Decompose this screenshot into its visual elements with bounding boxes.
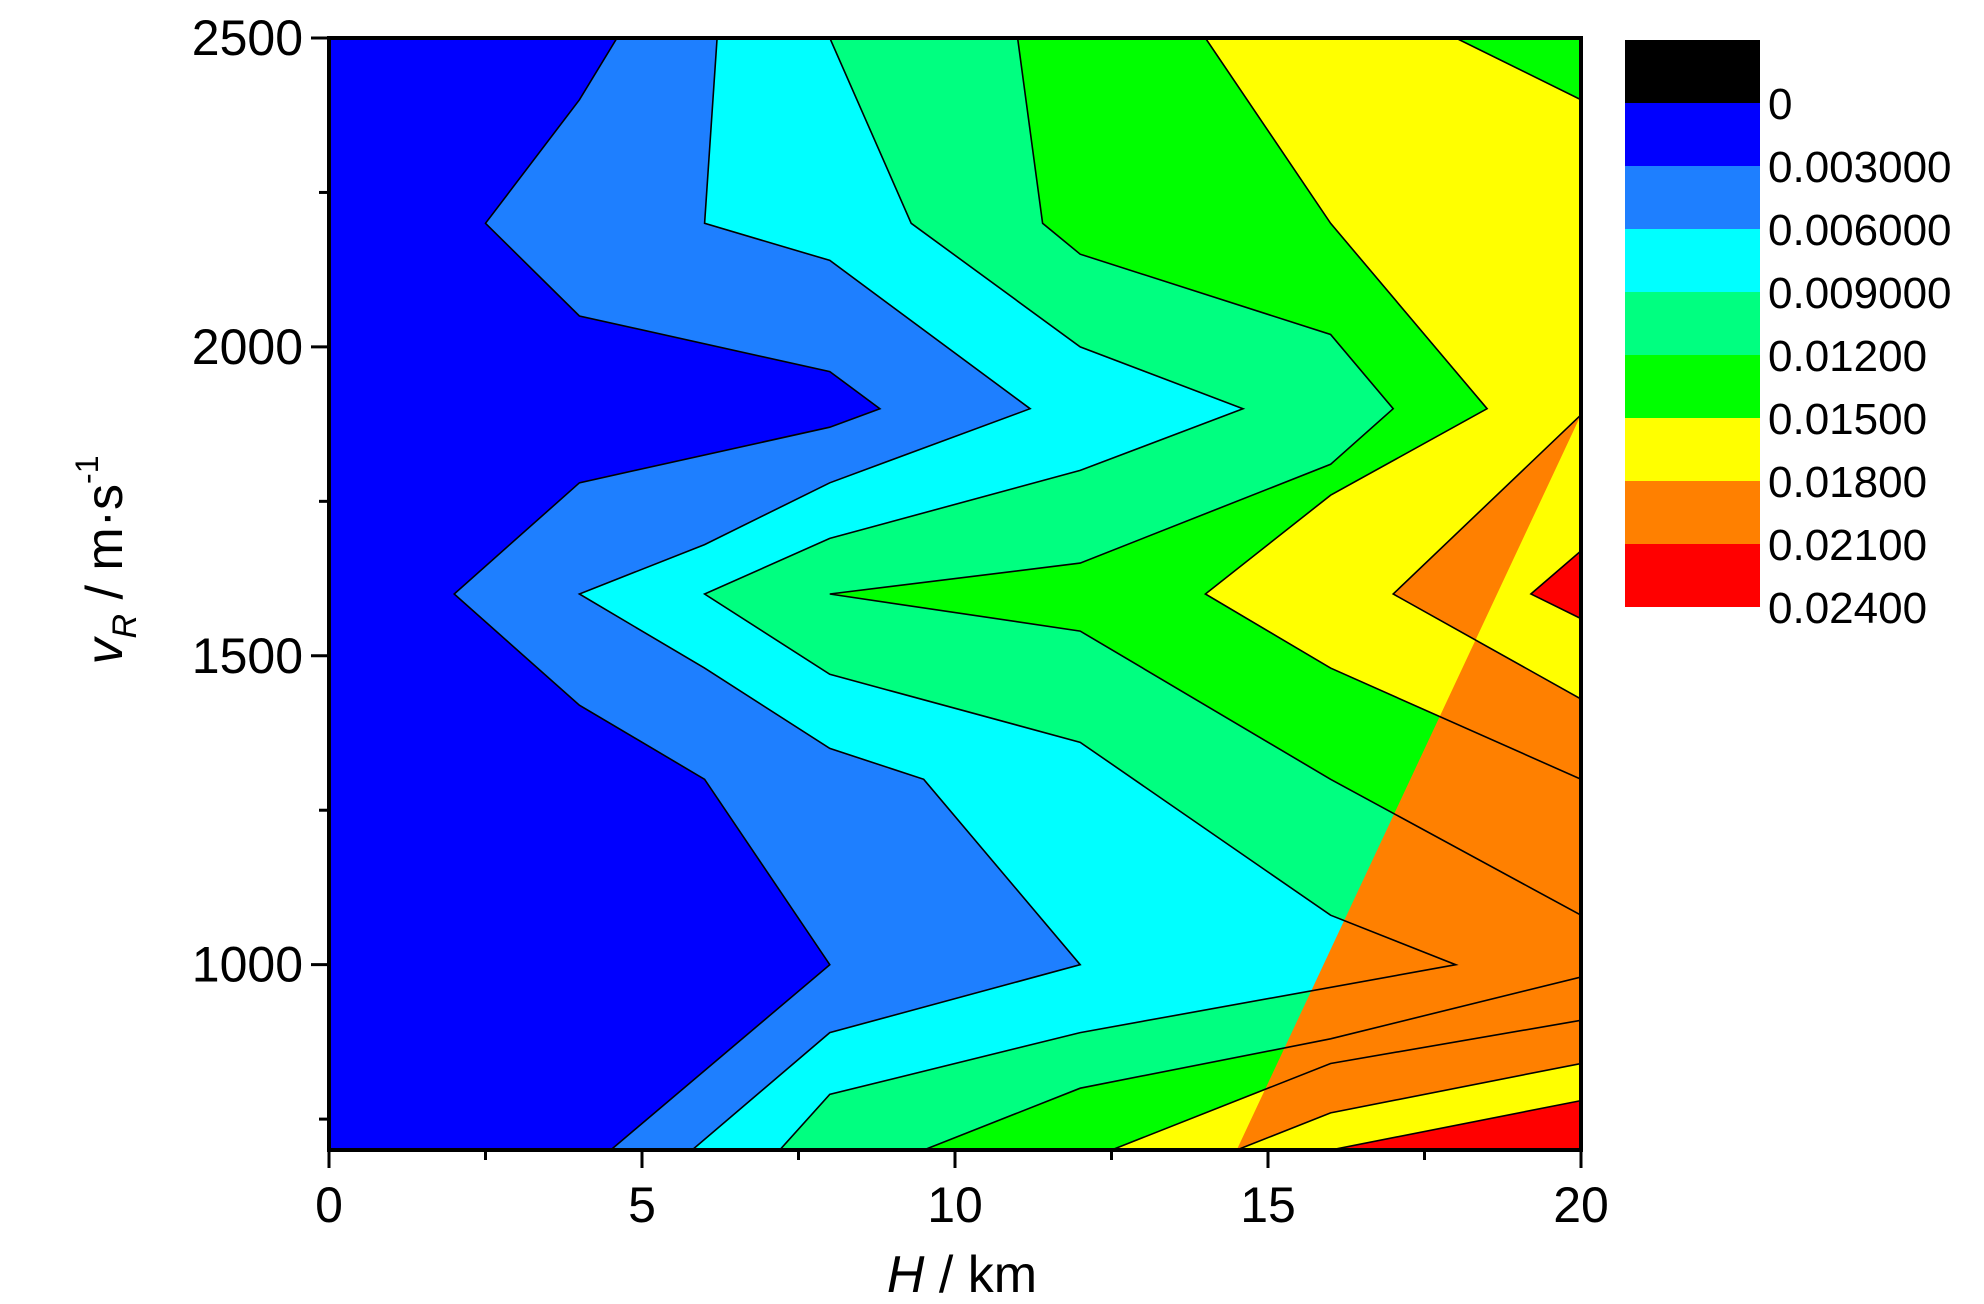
legend-label: 0.02400 — [1768, 584, 1927, 633]
contour-line-0.01500 — [1111, 38, 1581, 1150]
contour-line-0.01200 — [829, 38, 1581, 1150]
x-tick-label: 0 — [315, 1177, 343, 1233]
contour-line-0.01800 — [1236, 414, 1581, 1150]
legend-swatch — [1625, 103, 1760, 166]
contour-band-0.02400 — [1530, 550, 1581, 619]
legend-label: 0.009000 — [1768, 269, 1952, 318]
y-tick-label: 2500 — [192, 10, 303, 66]
y-tick-label: 2000 — [192, 319, 303, 375]
x-tick-label: 20 — [1553, 1177, 1609, 1233]
legend-label: 0.003000 — [1768, 143, 1952, 192]
contour-line-0.006000 — [577, 38, 1082, 1150]
y-axis-superscript: -1 — [69, 456, 105, 484]
contour-line-0.009000 — [702, 38, 1459, 1150]
y-tick-label: 1000 — [192, 937, 303, 993]
x-axis-title: H / km — [887, 1246, 1037, 1299]
legend-label: 0.01800 — [1768, 458, 1927, 507]
legend-label: 0.01200 — [1768, 332, 1927, 381]
y-axis-subscript: R — [106, 614, 144, 639]
contour-line-0.02100 — [1529, 550, 1581, 620]
legend-swatch — [1625, 229, 1760, 292]
x-axis-symbol: H — [887, 1246, 925, 1299]
legend-swatch — [1625, 481, 1760, 544]
legend-label: 0.006000 — [1768, 206, 1952, 255]
x-axis-unit: / km — [924, 1246, 1037, 1299]
contour-line-0.003000 — [452, 38, 882, 1150]
x-tick-label: 15 — [1240, 1177, 1296, 1233]
legend-swatch — [1625, 355, 1760, 418]
legend-swatch — [1625, 166, 1760, 229]
contour-line-0.02100 — [1330, 1099, 1581, 1150]
contour-band-0.02100 — [1236, 414, 1581, 1150]
x-tick-label: 10 — [927, 1177, 983, 1233]
y-axis-symbol: v — [76, 636, 134, 665]
y-axis-title: vR / m·s-1 — [69, 456, 144, 665]
legend-swatch — [1625, 292, 1760, 355]
legend-swatch — [1625, 544, 1760, 607]
y-tick-label: 1500 — [192, 628, 303, 684]
legend-swatch — [1625, 40, 1760, 103]
legend-label: 0.01500 — [1768, 395, 1927, 444]
legend-label: 0.02100 — [1768, 521, 1927, 570]
x-tick-label: 5 — [628, 1177, 656, 1233]
contour-line-0.01800 — [1455, 38, 1581, 101]
legend-label: 0 — [1768, 80, 1792, 129]
contour-band-0.01800 — [1111, 38, 1581, 1150]
y-axis-unit: / m·s — [76, 484, 134, 614]
legend-swatch — [1625, 418, 1760, 481]
